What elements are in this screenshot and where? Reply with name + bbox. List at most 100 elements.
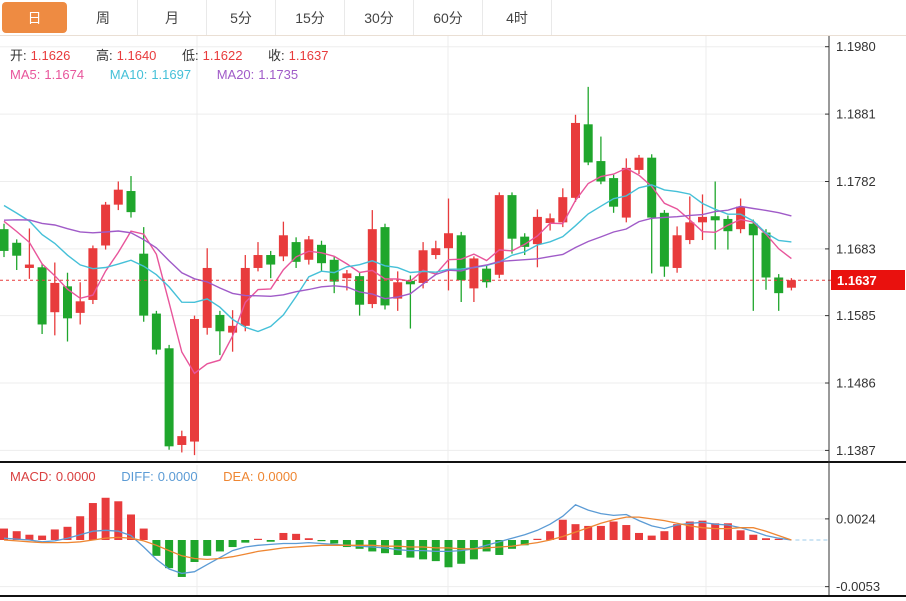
candle-body <box>151 313 161 350</box>
tab-5min[interactable]: 5分 <box>207 0 276 35</box>
candle-body <box>367 229 377 305</box>
candle-body <box>317 244 326 264</box>
high-label: 高: <box>96 48 113 63</box>
macd-bar <box>190 540 199 562</box>
tab-60min[interactable]: 60分 <box>414 0 483 35</box>
tab-30min[interactable]: 30分 <box>345 0 414 35</box>
candle-body <box>101 204 111 246</box>
candle-series <box>0 86 796 456</box>
macd-bar <box>546 531 555 540</box>
ma5-value: 1.1674 <box>44 67 85 82</box>
macd-value: 0.0000 <box>55 469 96 484</box>
macd-bar <box>749 534 758 540</box>
ma20-line <box>3 205 792 300</box>
candle-body <box>685 222 695 241</box>
candle-body <box>75 301 85 313</box>
candle-body <box>659 212 669 267</box>
candle-body <box>748 223 758 236</box>
low-value: 1.1622 <box>202 48 243 63</box>
macd-bar <box>673 524 682 540</box>
candle-body <box>50 282 60 313</box>
candle-body <box>405 280 415 285</box>
ma10-label: MA10: <box>109 67 148 82</box>
macd-bar <box>76 516 85 540</box>
macd-bar <box>292 533 301 540</box>
axis-label: 1.1683 <box>836 241 876 256</box>
macd-bar <box>101 497 110 540</box>
candle-body <box>545 218 555 224</box>
axis-label: 0.0024 <box>836 511 876 526</box>
macd-legend: MACD: 0.0000 DIFF: 0.0000 DEA: 0.0000 <box>10 469 301 484</box>
axis-label: 1.1881 <box>836 107 876 122</box>
tab-15min[interactable]: 15分 <box>276 0 345 35</box>
macd-bar <box>279 532 288 540</box>
ma5-line <box>3 167 792 375</box>
price-axis: 1.1980 1.1881 1.1782 1.1683 1.1585 1.1486 1.13… <box>825 35 880 595</box>
candle-body <box>494 195 504 275</box>
candle-body <box>571 122 580 198</box>
open-label: 开: <box>10 48 27 63</box>
panel-separator <box>0 461 906 463</box>
dea-label: DEA: <box>223 469 254 484</box>
macd-bar <box>647 535 656 540</box>
candle-body <box>431 248 441 256</box>
macd-bar <box>228 540 237 548</box>
candle-body <box>621 167 631 218</box>
candle-body <box>215 314 225 332</box>
candle-body <box>774 277 784 294</box>
tab-week[interactable]: 周 <box>69 0 138 35</box>
candle-body <box>266 255 276 265</box>
tab-day[interactable]: 日 <box>0 0 69 35</box>
macd-bar <box>469 540 478 560</box>
ma5-label: MA5: <box>10 67 41 82</box>
macd-bar <box>584 525 593 540</box>
candle-body <box>278 235 288 257</box>
candle-body <box>304 239 314 260</box>
macd-bar <box>266 540 275 542</box>
candle-body <box>355 276 365 305</box>
macd-bar <box>355 540 364 549</box>
candle-body <box>609 178 619 207</box>
macd-bar <box>533 538 542 540</box>
macd-label: MACD: <box>10 469 52 484</box>
macd-bar <box>635 532 643 540</box>
candle-body <box>418 250 428 283</box>
axis-label: 1.1980 <box>836 39 876 54</box>
macd-bar <box>203 540 212 556</box>
candle-body <box>634 157 644 170</box>
ohlc-legend: 开: 1.1626 高: 1.1640 低: 1.1622 收: 1.1637 <box>10 45 332 64</box>
macd-bar <box>660 531 669 540</box>
candle-body <box>520 236 530 247</box>
candle-body <box>24 264 34 268</box>
candle-body <box>736 206 746 230</box>
ma-legend: MA5: 1.1674 MA10: 1.1697 MA20: 1.1735 <box>10 67 302 82</box>
macd-bar <box>406 540 415 558</box>
candle-body <box>761 232 771 278</box>
close-value: 1.1637 <box>288 48 329 63</box>
candle-body <box>456 235 466 281</box>
candle-body <box>469 258 479 289</box>
open-value: 1.1626 <box>30 48 71 63</box>
candle-body <box>12 242 22 256</box>
last-price-badge: 1.1637 <box>831 270 905 291</box>
macd-bar <box>50 529 59 540</box>
candle-body <box>786 280 796 288</box>
axis-label: -0.0053 <box>836 579 880 594</box>
macd-bar <box>622 525 631 540</box>
macd-bar <box>393 540 402 555</box>
candle-body <box>698 216 707 223</box>
macd-bar <box>774 538 783 540</box>
dea-line <box>3 516 792 561</box>
macd-bar <box>609 521 618 540</box>
macd-bar <box>762 538 770 540</box>
macd-bar <box>63 526 72 540</box>
tab-month[interactable]: 月 <box>138 0 207 35</box>
candle-body <box>342 273 352 279</box>
macd-bar <box>444 540 453 568</box>
last-price-text: 1.1637 <box>837 272 877 288</box>
macd-bar <box>114 501 123 540</box>
tab-4hour[interactable]: 4时 <box>483 0 552 35</box>
tab-day-pill: 日 <box>2 2 67 33</box>
diff-label: DIFF: <box>121 469 154 484</box>
